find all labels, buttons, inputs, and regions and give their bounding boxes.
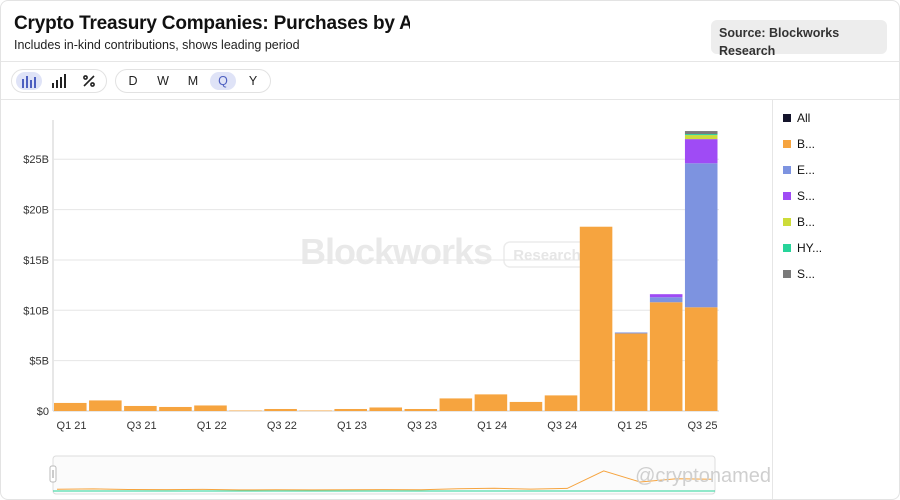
watermark-badge: Research <box>513 247 581 264</box>
x-tick-label: Q1 22 <box>197 420 227 432</box>
bar-segment[interactable] <box>299 410 332 412</box>
bar-segment[interactable] <box>509 401 543 411</box>
stacked-bars-icon[interactable] <box>46 72 72 90</box>
legend-label: All <box>797 111 811 125</box>
legend-label: HY... <box>797 241 823 255</box>
x-tick-label: Q1 24 <box>477 420 507 432</box>
bar-segment[interactable] <box>649 294 683 298</box>
bar-segment[interactable] <box>579 226 613 411</box>
legend-item[interactable]: S... <box>783 261 822 287</box>
bar-segment[interactable] <box>89 400 122 411</box>
source-badge: Source: Blockworks Research <box>711 20 887 58</box>
bar-segment[interactable] <box>649 297 683 303</box>
x-axis: Q1 21 Q3 21 Q1 22 Q3 22 Q1 23 Q3 23 Q1 24 Q3 24… <box>57 420 718 432</box>
toolbar-divider <box>1 99 899 100</box>
y-axis: $0 $5B $10B $15B $20B $25B <box>23 154 49 418</box>
watermark: Blockworks Research <box>300 231 591 272</box>
y-tick-label: $15B <box>23 255 49 267</box>
bar-segment[interactable] <box>229 410 262 412</box>
x-tick-label: Q1 23 <box>337 420 367 432</box>
range-navigator <box>49 455 716 495</box>
bar-segment[interactable] <box>159 406 192 411</box>
bar-segment[interactable] <box>544 395 578 411</box>
legend-swatch <box>783 270 791 278</box>
x-tick-label: Q3 21 <box>127 420 157 432</box>
y-tick-label: $20B <box>23 205 49 217</box>
x-tick-label: Q1 21 <box>57 420 87 432</box>
bar-segment[interactable] <box>369 407 403 411</box>
legend-swatch <box>783 218 791 226</box>
y-tick-label: $10B <box>23 305 49 317</box>
bar-segment[interactable] <box>439 398 473 411</box>
chart-type-toggle <box>11 69 107 93</box>
legend-item[interactable]: B... <box>783 131 822 157</box>
bar-segment[interactable] <box>334 408 367 411</box>
y-tick-label: $25B <box>23 154 49 166</box>
bar-segment[interactable] <box>54 402 87 411</box>
bar-segment[interactable] <box>684 163 718 308</box>
y-tick-label: $5B <box>29 356 49 368</box>
legend-label: B... <box>797 137 816 151</box>
legend-item[interactable]: E... <box>783 157 822 183</box>
period-w-button[interactable]: W <box>157 74 169 88</box>
overlay-watermark: @cryptonamed <box>635 465 771 487</box>
x-tick-label: Q1 25 <box>617 420 647 432</box>
bar-segment[interactable] <box>684 134 718 136</box>
bar-segment[interactable] <box>404 408 438 411</box>
period-y-button[interactable]: Y <box>248 74 258 88</box>
legend-label: S... <box>797 267 816 281</box>
legend-swatch <box>783 192 791 200</box>
period-q-button[interactable]: Q <box>210 72 236 90</box>
bar-segment[interactable] <box>614 333 648 411</box>
legend-swatch <box>783 166 791 174</box>
bar-segment[interactable] <box>474 394 508 411</box>
legend-swatch <box>783 114 791 122</box>
x-tick-label: Q3 24 <box>547 420 577 432</box>
legend-label: E... <box>797 163 816 177</box>
x-tick-label: Q3 23 <box>407 420 437 432</box>
legend-label: B... <box>797 215 816 229</box>
bar-segment[interactable] <box>194 405 227 411</box>
y-tick-label: $0 <box>37 406 49 418</box>
chart-title: Crypto Treasury Companies: Purchases by … <box>14 13 410 34</box>
navigator-line <box>56 470 714 491</box>
watermark-brand: Blockworks <box>300 231 492 272</box>
legend-label: S... <box>797 189 816 203</box>
bar-segment[interactable] <box>124 405 157 411</box>
legend-item[interactable]: HY... <box>783 235 822 261</box>
percent-icon[interactable] <box>76 72 102 90</box>
bar-segment[interactable] <box>684 131 718 135</box>
bar-chart-icon[interactable] <box>16 72 42 90</box>
bar-segment[interactable] <box>684 307 718 411</box>
bar-segment[interactable] <box>684 139 718 164</box>
bar-segment[interactable] <box>264 408 297 411</box>
bar-segment[interactable] <box>649 302 683 411</box>
period-toggle: D W M Q Y <box>115 69 271 93</box>
x-tick-label: Q3 25 <box>687 420 717 432</box>
legend-item[interactable]: S... <box>783 183 822 209</box>
bar-chart: Blockworks Research $0 $5B $10B $15B $20B $25… <box>23 120 771 495</box>
period-d-button[interactable]: D <box>128 74 138 88</box>
legend-item[interactable]: All <box>783 105 822 131</box>
legend-swatch <box>783 244 791 252</box>
legend-item[interactable]: B... <box>783 209 822 235</box>
legend-divider <box>772 100 773 499</box>
x-tick-label: Q3 22 <box>267 420 297 432</box>
bars <box>54 131 718 412</box>
chart-subtitle: Includes in-kind contributions, shows le… <box>14 38 300 52</box>
header-divider <box>1 61 899 62</box>
legend-swatch <box>783 140 791 148</box>
bar-segment[interactable] <box>684 135 718 140</box>
legend: All B... E... S... B... HY... S... <box>783 105 822 287</box>
period-m-button[interactable]: M <box>187 74 199 88</box>
bar-segment[interactable] <box>614 332 648 334</box>
